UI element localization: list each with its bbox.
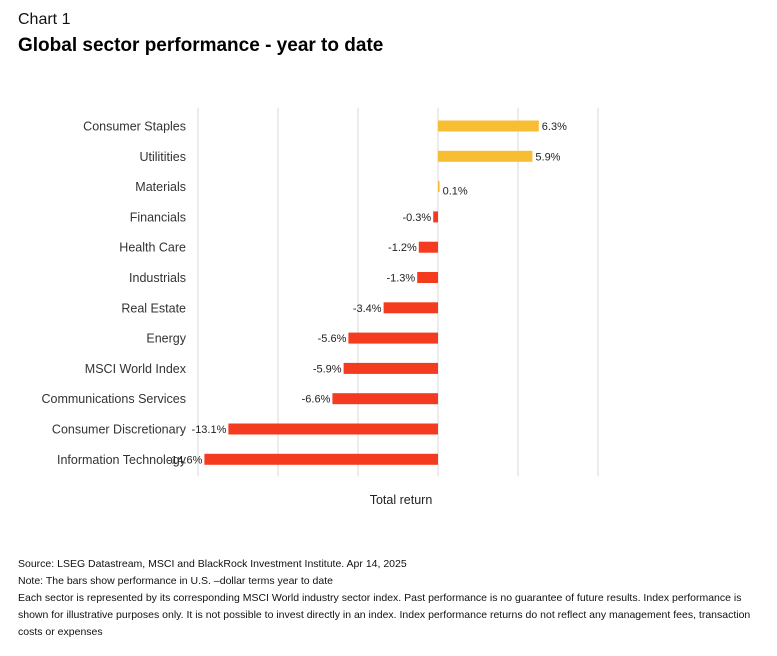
x-axis-title: Total return (370, 493, 433, 507)
source-note: Source: LSEG Datastream, MSCI and BlackR… (18, 558, 407, 570)
category-label: Consumer Discretionary (52, 423, 187, 437)
category-layer: Consumer Staples Utilitities Materials Fina… (42, 120, 187, 467)
value-label: 0.1% (443, 186, 468, 198)
value-label: -14.6% (168, 454, 203, 466)
category-label: Energy (146, 332, 186, 346)
category-label: Communications Services (42, 392, 187, 406)
bar-consumer-discretionary (228, 423, 438, 435)
value-label: -5.6% (318, 333, 347, 345)
chart-number: Chart 1 (18, 11, 71, 28)
bar-industrials (417, 272, 438, 283)
category-label: Real Estate (121, 301, 186, 315)
value-label: 5.9% (535, 151, 560, 163)
chart-title: Global sector performance - year to date (18, 35, 384, 56)
disclaimer-note: Each sector is represented by its corres… (18, 592, 751, 638)
bar-utilitities (438, 150, 533, 162)
usd-note: Note: The bars show performance in U.S. … (18, 575, 333, 587)
value-label: -13.1% (192, 424, 227, 436)
category-label: MSCI World Index (85, 362, 187, 376)
value-label: -0.3% (402, 212, 431, 224)
value-label: -1.2% (388, 242, 417, 254)
bar-health-care (418, 241, 438, 253)
value-label: -1.3% (386, 273, 415, 285)
category-label: Materials (135, 180, 186, 194)
value-layer: 6.3% 5.9% 0.1% -0.3% -1.2% -1.3% -3.4% -5.6% -5.… (168, 121, 568, 466)
chart-notes: Source: LSEG Datastream, MSCI and BlackR… (18, 556, 758, 641)
bar-financials (433, 211, 438, 223)
bar-communications-services (332, 393, 438, 405)
value-label: -6.6% (302, 394, 331, 406)
bar-layer (204, 120, 539, 465)
category-label: Information Technology (57, 453, 187, 467)
bar-real-estate (383, 302, 438, 314)
chart-svg: Consumer Staples Utilitities Materials Fina… (42, 108, 599, 507)
category-label: Health Care (119, 241, 186, 255)
bar-energy (348, 332, 438, 344)
category-label: Utilitities (139, 150, 186, 164)
bar-chart: Consumer Staples Utilitities Materials Fina… (42, 108, 599, 507)
value-label: 6.3% (542, 121, 567, 133)
category-label: Consumer Staples (83, 120, 186, 134)
bar-information-technology (204, 453, 438, 465)
grid-layer (197, 108, 599, 476)
category-label: Financials (130, 210, 186, 224)
bar-consumer-staples (438, 120, 539, 132)
value-label: -5.9% (313, 363, 342, 375)
category-label: Industrials (129, 271, 186, 285)
value-label: -3.4% (353, 303, 382, 315)
bar-materials (438, 181, 440, 193)
bar-msci-world-index (343, 362, 438, 374)
